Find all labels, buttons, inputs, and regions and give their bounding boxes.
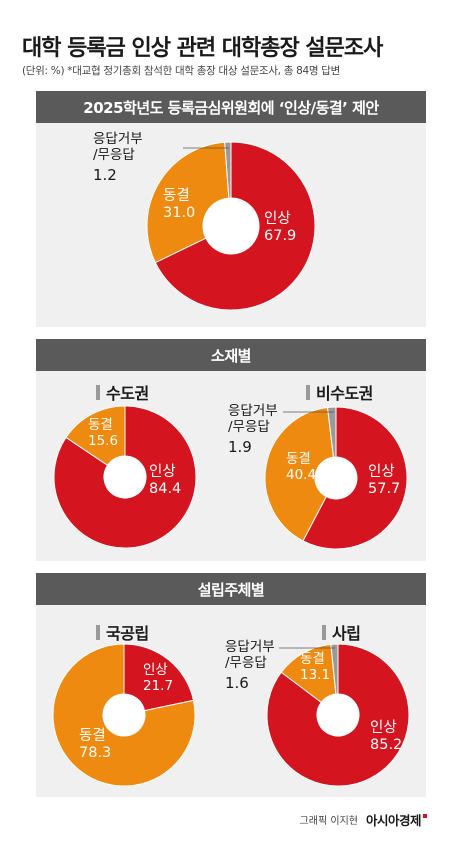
chart-non-capital-refuse-label: 응답거부 /무응답 1.9 [228,403,278,457]
panel-header-location: 소재별 [36,339,426,371]
chart-overall-freeze-label: 동결 31.0 [163,188,196,221]
subtitle-non-capital: 비수도권 [306,380,373,404]
panel-header-overall: 2025학년도 등록금심위원회에 ‘인상/동결’ 제안 [36,91,426,123]
subtitle-private: 사립 [322,620,361,644]
panel-header-founder: 설립주체별 [36,573,426,605]
subtitle-capital-text: 수도권 [106,384,149,403]
chart-non-capital-raise-label: 인상 57.7 [368,464,401,497]
donut-non-capital-hole [315,457,357,499]
chart-overall-refuse-label: 응답거부 /무응답 1.2 [93,131,143,185]
subtitle-private-text: 사립 [332,624,361,643]
chart-capital-raise-label: 인상 84.4 [149,464,182,497]
subtitle-non-capital-text: 비수도권 [316,384,373,403]
chart-private-refuse-label: 응답거부 /무응답 1.6 [225,639,275,693]
graphic-credit: 그래픽 이지현 [299,816,358,827]
unit-note: (단위: %) *대교협 정기총회 참석한 대학 총장 대상 설문조사, 총 8… [22,65,341,77]
chart-private-freeze-label: 동결 13.1 [300,651,331,683]
infographic-title: 대학 등록금 인상 관련 대학총장 설문조사 [22,36,383,61]
chart-overall-raise-label: 인상 67.9 [264,211,297,244]
subtitle-public: 국공립 [96,620,149,644]
subtitle-bar-icon [322,624,326,640]
brand-logo: 아시아경제 [365,813,422,828]
donut-capital-hole [104,456,146,498]
subtitle-capital: 수도권 [96,380,149,404]
chart-capital-freeze-label: 동결 15.6 [88,417,119,449]
brand-mark-icon [423,813,427,818]
donut-overall-hole [203,198,259,254]
subtitle-bar-icon [96,384,100,400]
credit: 그래픽 이지현 아시아경제 [300,810,427,829]
chart-non-capital-freeze-label: 동결 40.4 [286,451,317,483]
subtitle-bar-icon [96,624,100,640]
subtitle-public-text: 국공립 [106,624,149,643]
chart-public-freeze-label: 동결 78.3 [79,728,112,761]
subtitle-bar-icon [306,384,310,400]
chart-public-raise-label: 인상 21.7 [143,662,174,694]
donut-public-hole [103,694,145,736]
donut-public-slice-1 [52,643,196,787]
chart-private-raise-label: 인상 85.2 [370,720,403,753]
donut-private-hole [317,694,359,736]
